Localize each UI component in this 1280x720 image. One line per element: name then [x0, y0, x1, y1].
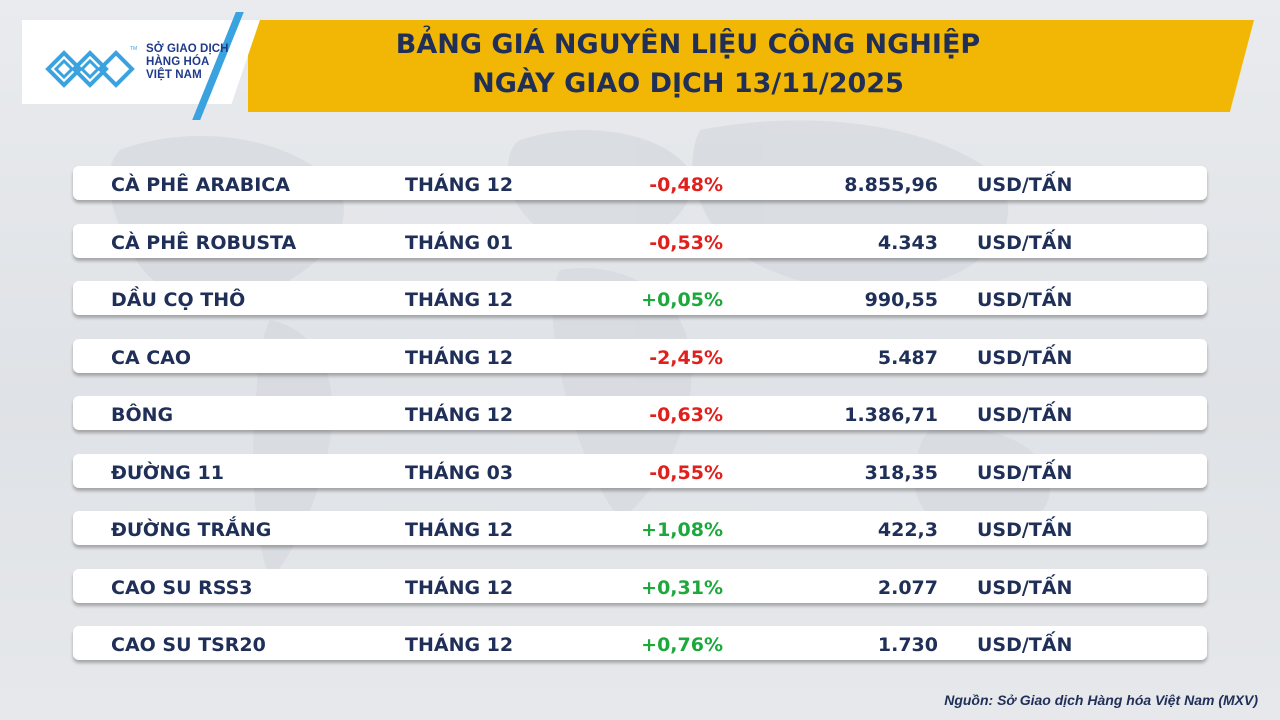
price-value: 1.730	[877, 634, 938, 656]
commodity-name: CÀ PHÊ ROBUSTA	[111, 231, 297, 254]
logo-wordmark: SỞ GIAO DỊCH HÀNG HÓA VIỆT NAM	[146, 43, 229, 82]
price-change: +1,08%	[641, 519, 723, 541]
price-unit: USD/TẤN	[977, 231, 1073, 254]
svg-text:TM: TM	[130, 46, 137, 52]
price-unit: USD/TẤN	[977, 461, 1073, 484]
contract-month: THÁNG 12	[405, 346, 514, 369]
price-change: -2,45%	[649, 346, 723, 369]
commodity-name: CAO SU TSR20	[111, 634, 266, 656]
price-value: 990,55	[864, 289, 938, 311]
price-value: 8.855,96	[844, 174, 938, 196]
page-title: BẢNG GIÁ NGUYÊN LIỆU CÔNG NGHIỆP NGÀY GI…	[248, 26, 1128, 104]
contract-month: THÁNG 12	[405, 576, 514, 599]
source-note: Nguồn: Sở Giao dịch Hàng hóa Việt Nam (M…	[944, 692, 1258, 708]
price-unit: USD/TẤN	[977, 346, 1073, 369]
logo-line: HÀNG HÓA	[146, 56, 210, 68]
price-value: 4.343	[877, 231, 938, 254]
table-row: CÀ PHÊ ARABICA THÁNG 12 -0,48% 8.855,96 …	[73, 166, 1207, 200]
table-row: CAO SU TSR20 THÁNG 12 +0,76% 1.730 USD/T…	[73, 626, 1207, 660]
price-unit: USD/TẤN	[977, 174, 1073, 196]
commodity-name: ĐƯỜNG TRẮNG	[111, 519, 272, 541]
commodity-name: ĐƯỜNG 11	[111, 461, 224, 484]
commodity-name: BÔNG	[111, 404, 174, 426]
contract-month: THÁNG 03	[405, 461, 514, 484]
contract-month: THÁNG 12	[405, 519, 514, 541]
mxv-logo-icon: TM	[45, 46, 137, 88]
price-value: 5.487	[877, 346, 938, 369]
contract-month: THÁNG 12	[405, 289, 514, 311]
table-row: CAO SU RSS3 THÁNG 12 +0,31% 2.077 USD/TẤ…	[73, 568, 1207, 603]
table-row: BÔNG THÁNG 12 -0,63% 1.386,71 USD/TẤN	[73, 396, 1207, 430]
commodity-name: DẦU CỌ THÔ	[111, 289, 246, 311]
contract-month: THÁNG 12	[405, 634, 514, 656]
price-unit: USD/TẤN	[977, 576, 1073, 599]
contract-month: THÁNG 01	[405, 231, 514, 254]
price-change: +0,05%	[641, 289, 723, 311]
logo-line: VIỆT NAM	[146, 69, 202, 81]
table-row: CÀ PHÊ ROBUSTA THÁNG 01 -0,53% 4.343 USD…	[73, 223, 1207, 258]
price-value: 2.077	[877, 576, 938, 599]
logo-line: SỞ GIAO DỊCH	[146, 43, 229, 55]
title-line-1: BẢNG GIÁ NGUYÊN LIỆU CÔNG NGHIỆP	[395, 29, 981, 60]
price-value: 422,3	[877, 519, 938, 541]
price-value: 318,35	[864, 461, 938, 484]
commodity-name: CÀ PHÊ ARABICA	[111, 174, 290, 196]
price-unit: USD/TẤN	[977, 634, 1073, 656]
table-row: ĐƯỜNG TRẮNG THÁNG 12 +1,08% 422,3 USD/TẤ…	[73, 511, 1207, 545]
contract-month: THÁNG 12	[405, 404, 514, 426]
table-row: DẦU CỌ THÔ THÁNG 12 +0,05% 990,55 USD/TẤ…	[73, 281, 1207, 315]
price-value: 1.386,71	[844, 404, 938, 426]
contract-month: THÁNG 12	[405, 174, 514, 196]
price-unit: USD/TẤN	[977, 519, 1073, 541]
price-change: -0,53%	[649, 231, 723, 254]
price-change: -0,55%	[649, 461, 723, 484]
price-change: -0,48%	[649, 174, 723, 196]
commodity-name: CAO SU RSS3	[111, 576, 253, 599]
price-unit: USD/TẤN	[977, 404, 1073, 426]
price-change: +0,31%	[641, 576, 723, 599]
title-banner	[248, 20, 1254, 112]
commodity-name: CA CAO	[111, 346, 192, 369]
table-row: CA CAO THÁNG 12 -2,45% 5.487 USD/TẤN	[73, 338, 1207, 373]
price-change: -0,63%	[649, 404, 723, 426]
title-line-2: NGÀY GIAO DỊCH 13/11/2025	[472, 68, 904, 99]
price-table: CÀ PHÊ ARABICA THÁNG 12 -0,48% 8.855,96 …	[73, 166, 1207, 684]
table-row: ĐƯỜNG 11 THÁNG 03 -0,55% 318,35 USD/TẤN	[73, 453, 1207, 488]
price-unit: USD/TẤN	[977, 289, 1073, 311]
price-change: +0,76%	[641, 634, 723, 656]
